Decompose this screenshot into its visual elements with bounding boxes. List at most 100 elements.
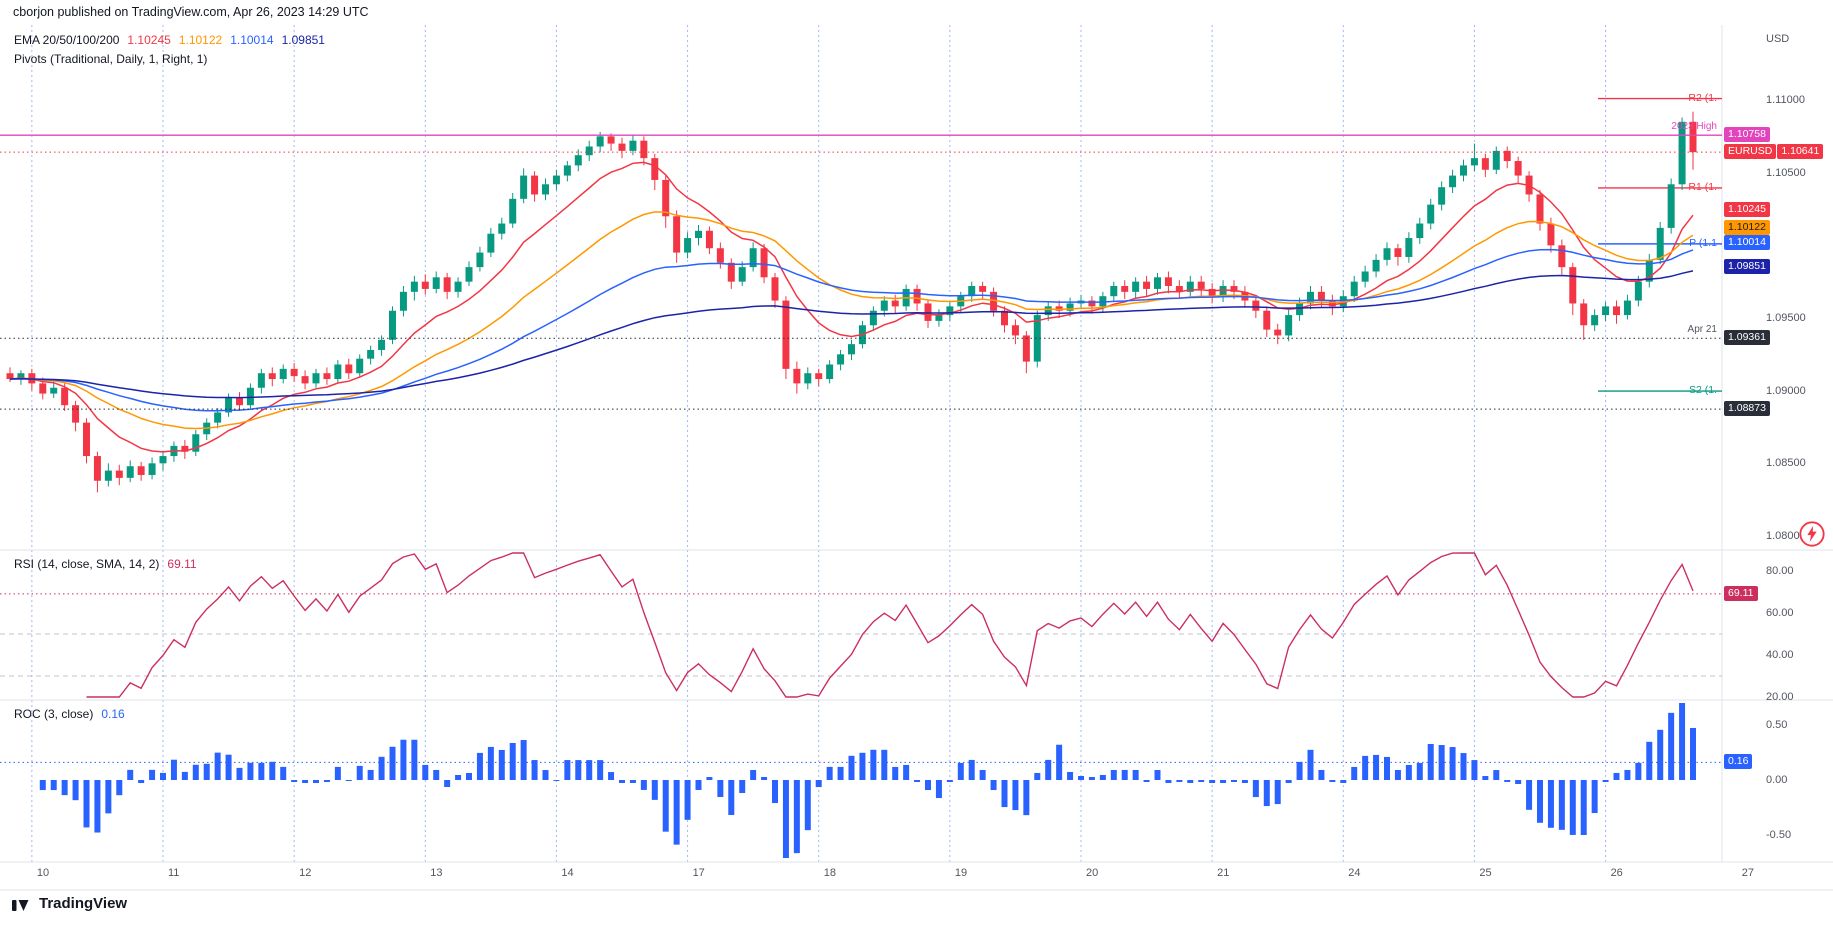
roc-bar bbox=[1646, 741, 1653, 780]
roc-bar bbox=[247, 762, 254, 780]
candles bbox=[6, 111, 1697, 493]
roc-bar bbox=[1045, 759, 1052, 780]
roc-bar bbox=[334, 766, 341, 780]
roc-bar bbox=[455, 774, 462, 780]
roc-bar bbox=[411, 739, 418, 780]
publisher-line: cborjon published on TradingView.com, Ap… bbox=[13, 5, 369, 19]
flash-icon[interactable] bbox=[1798, 520, 1826, 548]
roc-bar bbox=[487, 746, 494, 780]
roc-bar bbox=[1460, 753, 1467, 780]
roc-bar bbox=[946, 780, 953, 783]
roc-bar bbox=[553, 780, 560, 781]
roc-bar bbox=[1438, 745, 1445, 780]
roc-bar bbox=[313, 780, 319, 784]
roc-bar bbox=[968, 759, 975, 780]
roc-bar bbox=[1231, 780, 1237, 783]
roc-bar bbox=[258, 762, 265, 780]
roc-bar bbox=[837, 766, 844, 780]
pivots-legend-title: Pivots (Traditional, Daily, 1, Right, 1) bbox=[14, 52, 208, 66]
roc-bar bbox=[422, 764, 429, 780]
roc-bar bbox=[640, 780, 647, 790]
roc-bar bbox=[1394, 769, 1401, 780]
rsi-line bbox=[86, 552, 1694, 698]
ema-line bbox=[9, 211, 1694, 430]
roc-bar bbox=[72, 780, 79, 801]
roc-bar bbox=[903, 764, 910, 780]
tradingview-logo[interactable]: TradingView bbox=[12, 895, 127, 912]
roc-bar bbox=[1110, 769, 1117, 780]
ema-line bbox=[9, 248, 1694, 412]
rsi-legend-value: 69.11 bbox=[167, 557, 197, 571]
roc-bar bbox=[356, 765, 363, 780]
legend-rsi[interactable]: RSI (14, close, SMA, 14, 2) 69.11 bbox=[14, 557, 197, 571]
roc-bar bbox=[1657, 729, 1664, 780]
roc-bar bbox=[739, 780, 746, 794]
legend-ema[interactable]: EMA 20/50/100/200 1.10245 1.10122 1.1001… bbox=[14, 33, 325, 47]
roc-bar bbox=[1515, 780, 1522, 784]
ema200-value: 1.09851 bbox=[281, 33, 325, 47]
ema-legend-title: EMA 20/50/100/200 bbox=[14, 33, 120, 47]
roc-bar bbox=[1121, 769, 1128, 780]
roc-bar bbox=[859, 752, 866, 780]
ema50-value: 1.10122 bbox=[178, 33, 223, 47]
roc-bar bbox=[1209, 780, 1216, 784]
roc-bar bbox=[1132, 769, 1139, 780]
roc-bar bbox=[1307, 749, 1314, 780]
roc-bar bbox=[444, 780, 451, 788]
roc-legend-value: 0.16 bbox=[101, 707, 125, 721]
roc-bar bbox=[149, 769, 156, 780]
roc-bar bbox=[706, 776, 713, 780]
roc-bar bbox=[1176, 780, 1183, 783]
roc-bar bbox=[793, 780, 800, 854]
legend-roc[interactable]: ROC (3, close) 0.16 bbox=[14, 707, 125, 721]
roc-bar bbox=[815, 780, 822, 788]
roc-bar bbox=[772, 780, 778, 804]
roc-bar bbox=[1679, 703, 1686, 780]
roc-bar bbox=[957, 762, 964, 780]
roc-bar bbox=[1449, 747, 1456, 780]
roc-bar bbox=[50, 780, 57, 791]
pivot-lines bbox=[1598, 97, 1722, 392]
roc-bar bbox=[138, 780, 145, 784]
level-lines bbox=[0, 134, 1722, 410]
roc-bar bbox=[345, 780, 352, 781]
ema-lines bbox=[9, 161, 1694, 453]
roc-bar bbox=[269, 761, 276, 780]
tradingview-logo-icon bbox=[12, 900, 29, 911]
roc-bar bbox=[935, 780, 942, 799]
roc-bar bbox=[848, 755, 855, 780]
roc-bar bbox=[542, 770, 549, 780]
roc-bar bbox=[1668, 712, 1675, 780]
roc-bar bbox=[1405, 764, 1412, 780]
tradingview-logo-text: TradingView bbox=[39, 895, 128, 912]
roc-bar bbox=[1220, 780, 1227, 784]
flash-icon-glyph bbox=[1799, 521, 1825, 547]
roc-bar bbox=[564, 760, 571, 780]
roc-bar bbox=[531, 760, 538, 780]
roc-bar bbox=[1329, 780, 1336, 783]
roc-bar bbox=[870, 749, 877, 780]
roc-bar bbox=[1318, 769, 1325, 780]
day-gridlines bbox=[31, 25, 1607, 862]
roc-bar bbox=[1285, 780, 1292, 784]
roc-bar bbox=[520, 740, 527, 780]
roc-bar bbox=[1384, 756, 1390, 780]
roc-bar bbox=[1165, 780, 1172, 784]
roc-bar bbox=[695, 780, 702, 790]
legend-pivots[interactable]: Pivots (Traditional, Daily, 1, Right, 1) bbox=[14, 52, 207, 66]
roc-bar bbox=[389, 746, 396, 780]
roc-bar bbox=[804, 780, 811, 831]
roc-bar bbox=[367, 769, 374, 780]
roc-bar bbox=[1635, 762, 1642, 780]
roc-bar bbox=[1362, 755, 1369, 780]
roc-bar bbox=[979, 769, 986, 780]
roc-bar bbox=[1012, 780, 1019, 811]
roc-bar bbox=[509, 742, 516, 780]
roc-bar bbox=[170, 759, 177, 780]
roc-bar bbox=[717, 780, 724, 797]
roc-bar bbox=[1558, 780, 1565, 830]
roc-bar bbox=[1023, 780, 1030, 816]
roc-bar bbox=[1690, 727, 1696, 780]
roc-bar bbox=[1624, 769, 1631, 780]
